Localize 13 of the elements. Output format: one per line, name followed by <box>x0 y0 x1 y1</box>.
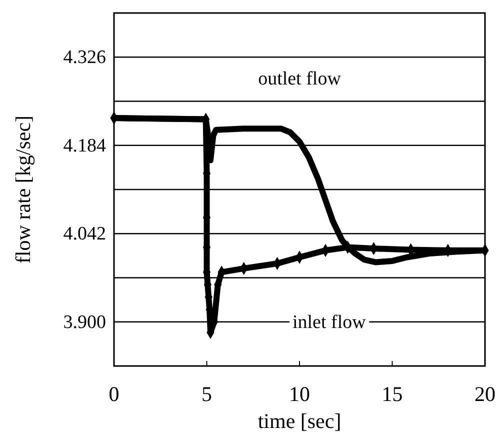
y-axis-title: flow rate [kg/sec] <box>11 115 35 264</box>
y-tick-label: 4.326 <box>63 47 106 68</box>
x-tick-label: 15 <box>382 382 403 406</box>
y-tick-label: 4.184 <box>63 135 106 156</box>
x-tick-label: 5 <box>202 382 212 406</box>
x-tick-label: 0 <box>108 382 120 406</box>
text: outlet flow <box>258 68 342 90</box>
x-tick-label: 10 <box>289 382 310 406</box>
y-tick-label: 4.042 <box>63 224 106 245</box>
x-axis-title: time [sec] <box>258 409 342 433</box>
x-tick-label: 20 <box>474 382 496 406</box>
text: inlet flow <box>292 312 366 333</box>
y-tick-label: 3.900 <box>63 312 106 333</box>
